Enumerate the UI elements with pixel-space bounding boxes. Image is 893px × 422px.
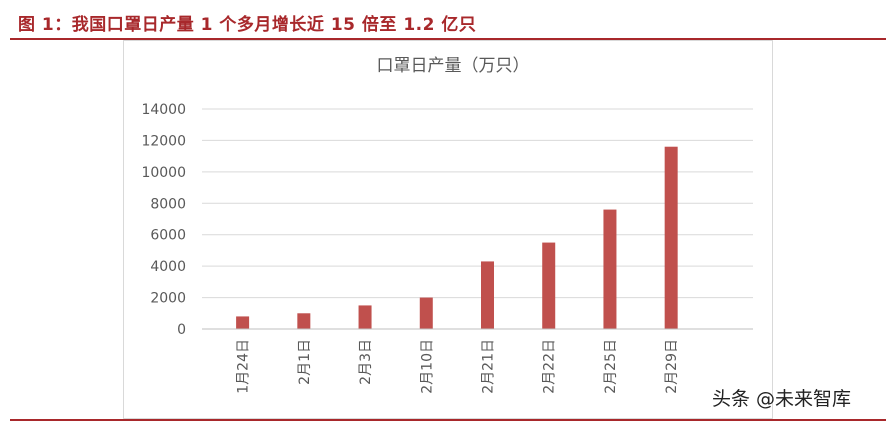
- y-tick-label: 10000: [141, 165, 186, 181]
- x-tick-label: 2月3日: [358, 339, 374, 385]
- bar: [236, 316, 250, 329]
- x-tick-label: 2月29日: [664, 339, 680, 394]
- y-tick-label: 0: [177, 322, 186, 338]
- y-axis-ticks: 0 2000 4000 6000 8000 10000 12000 14000: [141, 102, 186, 338]
- bar: [603, 209, 617, 329]
- x-tick-label: 2月1日: [297, 339, 313, 385]
- bar: [481, 261, 494, 329]
- bar: [542, 242, 556, 329]
- x-tick-label: 2月22日: [542, 339, 558, 394]
- bar-chart: 口罩日产量（万只） 0 2000 4000 6000 8000 10000 12000 140…: [141, 56, 753, 394]
- x-tick-label: 2月25日: [603, 339, 619, 394]
- chart-title: 口罩日产量（万只）: [377, 56, 530, 76]
- x-tick-label: 1月24日: [236, 339, 252, 394]
- grid-lines: [202, 108, 753, 299]
- y-tick-label: 2000: [150, 291, 186, 307]
- chart-frame: 口罩日产量（万只） 0 2000 4000 6000 8000 10000 12000 140…: [123, 40, 773, 419]
- bar: [664, 146, 678, 329]
- watermark: 头条 @未来智库: [712, 388, 852, 410]
- bottom-rule: [10, 419, 886, 421]
- figure-title: 图 1：我国口罩日产量 1 个多月增长近 15 倍至 1.2 亿只: [18, 15, 477, 35]
- x-axis-ticks: 1月24日 2月1日 2月3日 2月10日 2月21日 2月22日 2月25日 2月29日: [236, 339, 681, 394]
- x-tick-label: 2月10日: [419, 339, 435, 394]
- y-tick-label: 8000: [150, 196, 186, 212]
- bar: [358, 305, 372, 329]
- top-rule: [10, 38, 886, 40]
- bar: [419, 297, 433, 329]
- y-tick-label: 12000: [141, 133, 186, 149]
- y-tick-label: 6000: [150, 228, 186, 244]
- y-tick-label: 4000: [150, 259, 186, 275]
- bars: [236, 146, 678, 329]
- bar: [297, 313, 311, 329]
- x-tick-label: 2月21日: [481, 339, 497, 394]
- y-tick-label: 14000: [141, 102, 186, 118]
